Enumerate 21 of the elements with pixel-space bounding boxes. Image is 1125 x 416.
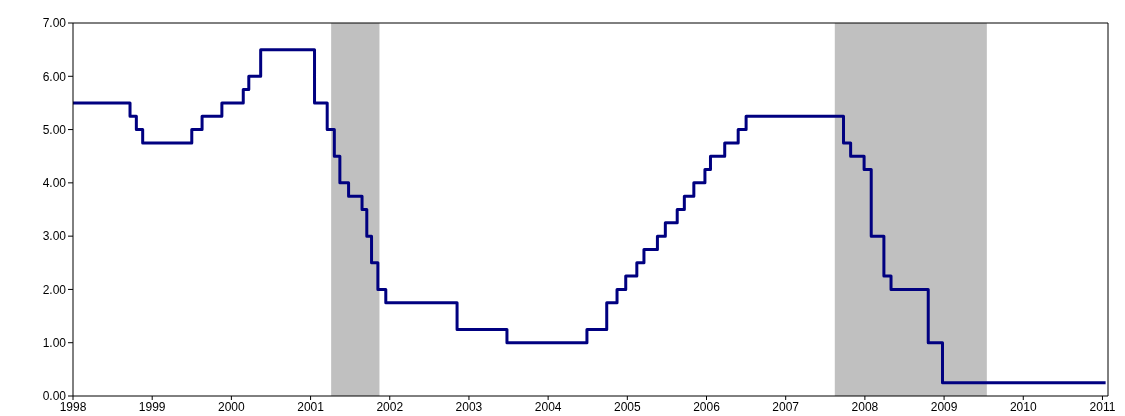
y-tick-label: 2.00	[42, 282, 67, 297]
x-tick-label: 2007	[772, 399, 800, 414]
y-tick-label: 5.00	[42, 122, 67, 137]
x-tick-label: 2000	[218, 399, 246, 414]
x-tick-label: 2003	[455, 399, 483, 414]
x-tick-label: 2001	[297, 399, 325, 414]
y-tick-label: 3.00	[42, 229, 67, 244]
y-tick-label: 6.00	[42, 69, 67, 84]
x-tick-label: 1999	[138, 399, 166, 414]
x-tick-label: 2009	[930, 399, 958, 414]
x-tick-label: 2011	[1089, 399, 1116, 414]
x-tick-label: 2008	[851, 399, 879, 414]
y-tick-label: 4.00	[42, 176, 67, 191]
y-tick-label: 7.00	[42, 16, 67, 31]
x-tick-label: 2006	[693, 399, 721, 414]
x-tick-label: 2005	[613, 399, 641, 414]
y-tick-label: 1.00	[42, 335, 67, 350]
x-tick-label: 1998	[59, 399, 87, 414]
x-tick-label: 2002	[376, 399, 404, 414]
x-tick-label: 2004	[534, 399, 562, 414]
x-tick-label: 2010	[1009, 399, 1037, 414]
